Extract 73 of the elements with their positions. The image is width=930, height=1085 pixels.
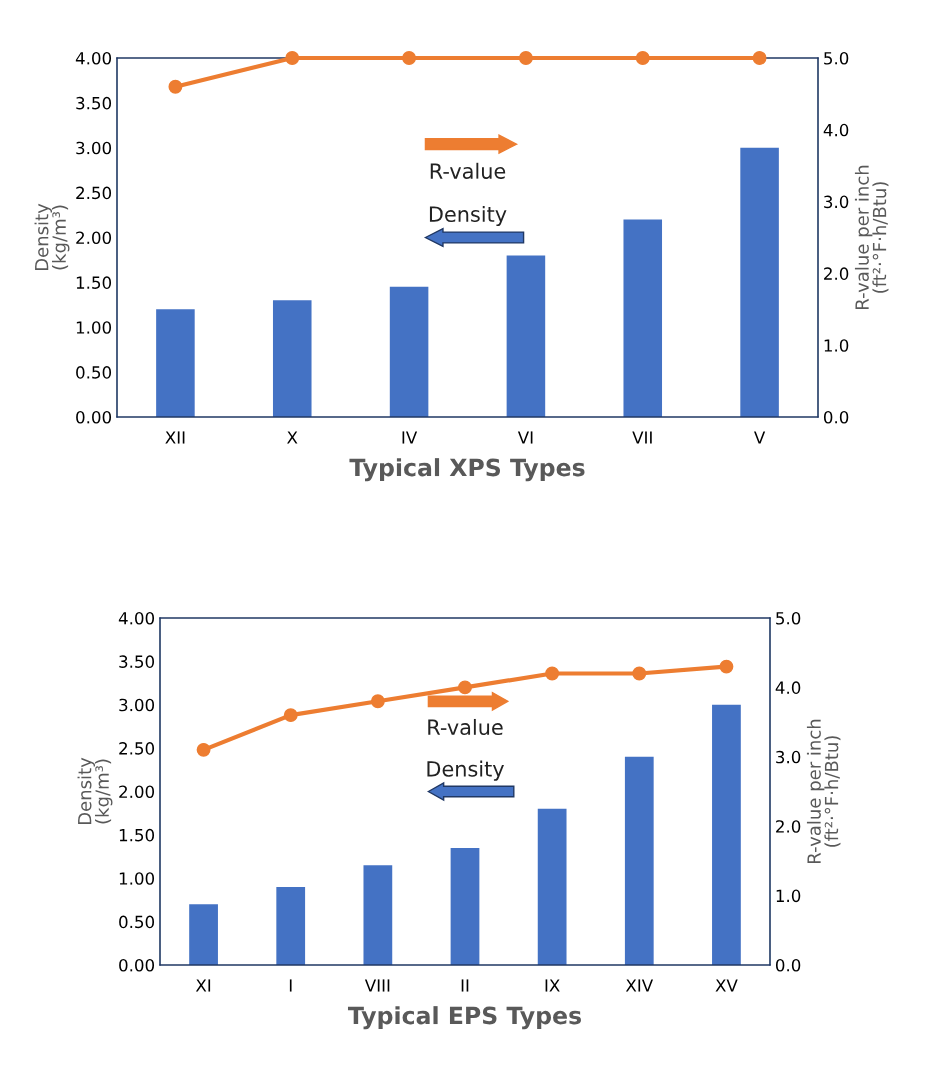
y2-axis-title: R-value per inch (ft²·°F·h/Btu) — [854, 165, 889, 309]
x-tick-label: VI — [517, 431, 533, 444]
x-tick-label: V — [754, 431, 766, 444]
y-tick-label: 1.50 — [119, 828, 155, 842]
y2-tick-label: 1.0 — [776, 889, 801, 903]
bar — [272, 300, 312, 417]
y-tick-label: 2.50 — [76, 186, 112, 200]
annotation: R-value — [430, 162, 506, 179]
point — [370, 694, 385, 709]
y-tick-label: 0.00 — [76, 410, 112, 424]
x-tick-label: XII — [165, 431, 185, 444]
point — [458, 680, 472, 695]
y2-tick-label: 5.0 — [824, 51, 849, 65]
bar — [623, 219, 663, 417]
y2-tick-label: 2.0 — [824, 267, 849, 280]
x-tick-label: XIV — [625, 979, 654, 992]
y-tick-label: 3.50 — [76, 96, 112, 110]
y-axis-title: Density (kg/m³) — [34, 203, 70, 271]
y-tick-label: 0.00 — [119, 958, 155, 972]
y-tick-label: 3.00 — [119, 698, 155, 712]
x-tick-label: I — [289, 979, 292, 992]
point — [196, 742, 211, 757]
bar — [740, 147, 779, 417]
bar — [276, 886, 306, 965]
y2-tick-label: 1.0 — [824, 339, 849, 352]
x-tick-label: XI — [195, 979, 211, 992]
annotation: Density — [427, 760, 504, 781]
y2-tick-label: 2.0 — [776, 820, 801, 833]
y2-tick-label: 4.0 — [775, 681, 801, 694]
x-tick-label: IX — [545, 979, 560, 992]
y-tick-label: 1.00 — [76, 321, 112, 334]
point — [545, 666, 560, 681]
y-tick-label: 2.00 — [76, 231, 112, 245]
y2-axis-title: R-value per inch (ft²·°F·h/Btu) — [806, 719, 841, 863]
y-tick-label: 2.00 — [119, 785, 155, 799]
x-tick-label: IV — [402, 431, 418, 444]
bar — [537, 808, 567, 965]
y-tick-label: 1.00 — [119, 872, 155, 885]
annotation: Density — [429, 205, 507, 227]
bar — [506, 255, 546, 417]
y-tick-label: 4.00 — [75, 51, 112, 65]
bar — [712, 704, 741, 965]
x-tick-label: VII — [632, 431, 652, 444]
y-tick-label: 2.50 — [119, 742, 155, 755]
y-tick-label: 1.50 — [76, 276, 112, 289]
y2-tick-label: 3.0 — [776, 750, 801, 764]
x-tick-label: XV — [715, 979, 738, 992]
bar — [389, 286, 429, 417]
annotation: R-value — [428, 718, 503, 736]
y2-tick-label: 4.0 — [823, 123, 849, 137]
bar — [450, 847, 480, 965]
bar — [156, 309, 195, 417]
bar — [624, 756, 654, 965]
y-tick-label: 0.50 — [119, 915, 155, 929]
x-tick-label: X — [287, 431, 298, 444]
bar — [363, 865, 393, 965]
y2-tick-label: 3.0 — [824, 195, 849, 209]
y-tick-label: 4.00 — [118, 611, 155, 625]
y-tick-label: 0.50 — [76, 366, 112, 379]
point — [719, 659, 734, 674]
y-tick-label: 3.50 — [119, 655, 155, 668]
x-axis-title: Typical XPS Types — [349, 458, 585, 482]
point — [283, 708, 298, 723]
bar — [189, 904, 218, 965]
x-tick-label: VIII — [364, 979, 390, 992]
y2-tick-label: 0.0 — [823, 410, 849, 424]
y2-tick-label: 0.0 — [775, 958, 801, 972]
y-axis-title: Density (kg/m³) — [77, 757, 113, 825]
y-tick-label: 3.00 — [76, 141, 112, 155]
x-axis-title: Typical EPS Types — [347, 1006, 581, 1030]
point — [632, 666, 647, 681]
x-tick-label: II — [461, 979, 469, 992]
y2-tick-label: 5.0 — [776, 611, 801, 625]
